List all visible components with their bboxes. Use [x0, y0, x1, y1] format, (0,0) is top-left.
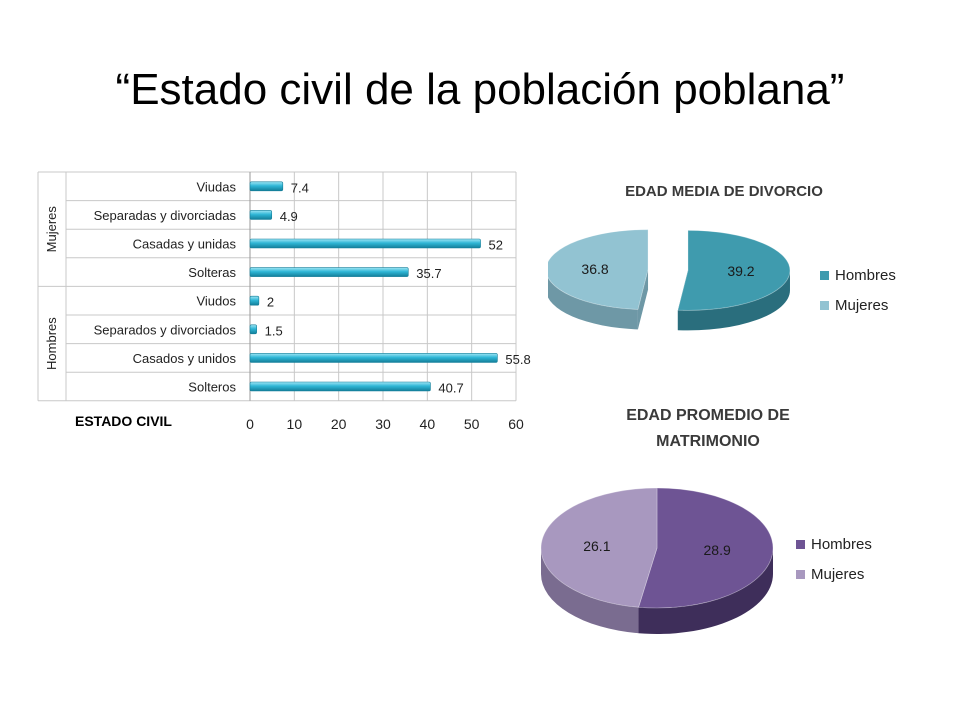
bar-casadas-y-unidas — [249, 238, 481, 249]
legend-label-hombres: Hombres — [811, 536, 872, 553]
bar-solteras — [249, 267, 409, 277]
legend-label-mujeres: Mujeres — [835, 297, 888, 314]
bar-group-label-mujeres: Mujeres — [44, 206, 59, 253]
pie-value-label-mujeres: 36.8 — [581, 261, 608, 277]
pie2-title-line2: MATRIMONIO — [656, 433, 760, 450]
bar-x-tick-label: 60 — [508, 416, 524, 432]
pie-slice-mujeres — [548, 229, 649, 310]
bar-category-label: Viudas — [196, 179, 236, 194]
bar-separados-y-divorciados — [249, 324, 257, 335]
legend-swatch-hombres — [820, 271, 829, 280]
pie-slice-side-hombres — [638, 548, 773, 634]
bar-x-axis-title: ESTADO CIVIL — [75, 413, 172, 429]
pie2-legend: Hombres Mujeres — [796, 536, 872, 583]
pie-slice-side-mujeres — [541, 548, 639, 634]
pie-value-label-hombres: 28.9 — [704, 542, 731, 558]
bar-value-label: 1.5 — [265, 323, 283, 338]
pie2-title-line1: EDAD PROMEDIO DE — [626, 407, 790, 424]
estado-civil-bar-chart: 0 10 20 30 40 50 60 Mujeres Hombres Viudas 7.4 Sepa… — [37, 171, 531, 432]
bar-series — [249, 181, 498, 392]
slide-title: “Estado civil de la población poblana” — [115, 65, 845, 114]
bar-value-label: 4.9 — [280, 209, 298, 224]
pie-slice-side-mujeres — [548, 277, 638, 330]
bar-solteros — [249, 381, 431, 392]
pie-value-label-mujeres: 26.1 — [583, 538, 610, 554]
marriage-age-pie-chart: EDAD PROMEDIO DE MATRIMONIO 28.9 26.1 Hom… — [540, 407, 872, 634]
bar-x-tick-label: 50 — [464, 416, 480, 432]
pie2-slices: 28.9 26.1 — [540, 487, 774, 634]
divorce-age-pie-chart: EDAD MEDIA DE DIVORCIO 39.2 36.8 Hombres M… — [548, 183, 896, 331]
bar-category-label: Separadas y divorciadas — [94, 208, 237, 223]
legend-swatch-mujeres — [796, 570, 805, 579]
legend-swatch-hombres — [796, 540, 805, 549]
bar-category-label: Casados y unidos — [133, 351, 237, 366]
bar-value-label: 35.7 — [416, 266, 441, 281]
bar-category-label: Viudos — [196, 294, 236, 309]
bar-x-tick-label: 20 — [331, 416, 347, 432]
legend-swatch-mujeres — [820, 301, 829, 310]
bar-value-label: 52 — [489, 238, 503, 253]
bar-x-tick-label: 0 — [246, 416, 254, 432]
legend-label-mujeres: Mujeres — [811, 566, 864, 583]
pie1-legend: Hombres Mujeres — [820, 267, 896, 314]
bar-value-label: 40.7 — [438, 381, 463, 396]
pie-slice-mujeres — [540, 487, 658, 608]
pie-slice-hombres — [677, 229, 791, 311]
bar-value-label: 7.4 — [291, 180, 309, 195]
legend-label-hombres: Hombres — [835, 267, 896, 284]
bar-value-label: 2 — [267, 295, 274, 310]
bar-labels: 0 10 20 30 40 50 60 Mujeres Hombres Viudas 7.4 Sepa… — [44, 179, 531, 431]
bar-x-tick-label: 10 — [287, 416, 303, 432]
bar-x-tick-label: 40 — [420, 416, 436, 432]
pie-slice-side-hombres — [677, 270, 790, 331]
bar-casados-y-unidos — [249, 353, 498, 363]
pie-slice-hombres — [637, 487, 774, 609]
bar-viudos — [249, 295, 260, 306]
bar-category-label: Separados y divorciados — [94, 322, 237, 337]
bar-separadas-y-divorciadas — [249, 210, 273, 220]
pie-value-label-hombres: 39.2 — [727, 263, 754, 279]
bar-category-label: Casadas y unidas — [133, 237, 237, 252]
pie1-slices: 39.2 36.8 — [548, 229, 791, 331]
bar-group-label-hombres: Hombres — [44, 317, 59, 370]
pie1-title: EDAD MEDIA DE DIVORCIO — [625, 183, 823, 200]
bar-value-label: 55.8 — [505, 352, 530, 367]
bar-category-label: Solteros — [188, 380, 236, 395]
bar-category-label: Solteras — [188, 265, 236, 280]
bar-viudas — [249, 181, 284, 192]
bar-grid — [37, 171, 517, 402]
pie-slice-cut-mujeres — [637, 269, 649, 330]
bar-x-tick-label: 30 — [375, 416, 391, 432]
